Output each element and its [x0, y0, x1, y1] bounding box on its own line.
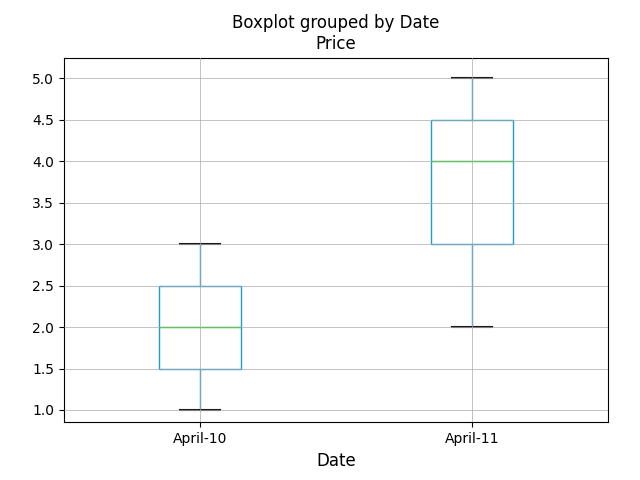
- Title: Boxplot grouped by Date
Price: Boxplot grouped by Date Price: [232, 14, 440, 53]
- PathPatch shape: [431, 120, 513, 244]
- PathPatch shape: [159, 286, 241, 369]
- X-axis label: Date: Date: [316, 452, 356, 469]
